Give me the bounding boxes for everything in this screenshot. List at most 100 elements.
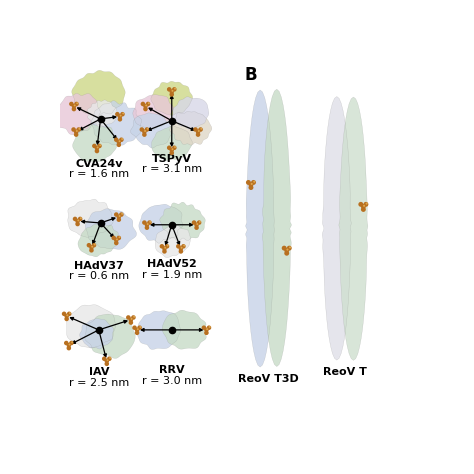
Polygon shape: [133, 95, 173, 129]
Circle shape: [142, 129, 146, 134]
Circle shape: [165, 244, 169, 248]
Circle shape: [118, 117, 122, 121]
Circle shape: [133, 316, 135, 318]
Circle shape: [183, 245, 185, 246]
Circle shape: [107, 359, 109, 361]
Circle shape: [143, 104, 148, 109]
Polygon shape: [80, 319, 113, 349]
Circle shape: [181, 244, 186, 248]
Circle shape: [201, 128, 202, 130]
Circle shape: [118, 215, 120, 217]
Circle shape: [72, 107, 76, 111]
Circle shape: [160, 244, 164, 248]
Circle shape: [120, 112, 125, 117]
Polygon shape: [78, 224, 118, 257]
Circle shape: [131, 318, 133, 320]
Circle shape: [117, 236, 121, 240]
Circle shape: [172, 146, 177, 150]
Text: r = 1.9 nm: r = 1.9 nm: [142, 270, 202, 280]
Circle shape: [99, 144, 101, 146]
Polygon shape: [173, 97, 209, 129]
Circle shape: [358, 202, 363, 207]
Polygon shape: [85, 209, 137, 249]
Circle shape: [164, 247, 166, 249]
Text: TSPyV: TSPyV: [152, 154, 192, 164]
Text: r = 1.6 nm: r = 1.6 nm: [69, 169, 129, 179]
Circle shape: [174, 88, 176, 90]
Text: HAdV37: HAdV37: [74, 261, 124, 271]
Circle shape: [114, 238, 118, 242]
Circle shape: [170, 92, 174, 97]
Polygon shape: [155, 226, 191, 258]
Circle shape: [64, 317, 69, 321]
Circle shape: [117, 140, 121, 144]
Circle shape: [170, 151, 174, 155]
Polygon shape: [160, 202, 205, 241]
Circle shape: [69, 312, 71, 314]
Text: ReoV T3D: ReoV T3D: [238, 374, 299, 384]
Circle shape: [118, 236, 120, 238]
Circle shape: [71, 127, 76, 132]
Circle shape: [119, 212, 124, 217]
Circle shape: [95, 149, 99, 153]
Polygon shape: [152, 126, 192, 161]
Circle shape: [119, 137, 124, 142]
Circle shape: [201, 326, 206, 330]
Circle shape: [146, 223, 149, 225]
Circle shape: [181, 247, 182, 249]
Circle shape: [78, 217, 82, 221]
Circle shape: [92, 144, 97, 148]
Circle shape: [172, 148, 173, 150]
Circle shape: [89, 248, 94, 253]
Polygon shape: [91, 100, 142, 145]
Circle shape: [148, 102, 150, 104]
Circle shape: [365, 202, 368, 205]
Text: r = 3.0 nm: r = 3.0 nm: [142, 375, 202, 385]
Circle shape: [196, 129, 201, 134]
Circle shape: [62, 311, 66, 316]
Polygon shape: [151, 81, 192, 115]
Circle shape: [197, 220, 201, 225]
Circle shape: [132, 326, 137, 330]
Polygon shape: [262, 89, 292, 366]
Circle shape: [139, 326, 141, 328]
Circle shape: [196, 132, 201, 137]
Circle shape: [253, 181, 255, 183]
Circle shape: [289, 246, 291, 248]
Polygon shape: [139, 204, 183, 243]
Circle shape: [361, 204, 366, 209]
Circle shape: [170, 148, 174, 152]
Circle shape: [139, 127, 144, 132]
Circle shape: [91, 246, 93, 247]
Circle shape: [104, 362, 109, 366]
Circle shape: [66, 314, 68, 316]
Circle shape: [66, 343, 71, 347]
Circle shape: [204, 330, 209, 335]
Circle shape: [364, 202, 368, 207]
Circle shape: [137, 328, 139, 330]
Circle shape: [75, 219, 80, 223]
Polygon shape: [246, 90, 274, 367]
Text: HAdV52: HAdV52: [147, 259, 197, 269]
Circle shape: [120, 115, 122, 117]
Circle shape: [135, 328, 139, 332]
Circle shape: [141, 102, 145, 106]
Circle shape: [162, 249, 167, 254]
Circle shape: [76, 102, 78, 104]
Text: B: B: [245, 66, 257, 84]
Circle shape: [284, 248, 289, 253]
Circle shape: [142, 220, 146, 225]
Circle shape: [69, 341, 73, 345]
Circle shape: [162, 246, 167, 251]
Circle shape: [66, 346, 71, 350]
Circle shape: [104, 359, 109, 363]
Polygon shape: [55, 93, 100, 135]
Circle shape: [121, 138, 123, 140]
Circle shape: [146, 128, 149, 130]
Polygon shape: [162, 310, 206, 349]
Text: IAV: IAV: [89, 367, 109, 377]
Circle shape: [122, 112, 124, 114]
Polygon shape: [87, 100, 118, 127]
Circle shape: [126, 315, 131, 320]
Circle shape: [167, 146, 172, 150]
